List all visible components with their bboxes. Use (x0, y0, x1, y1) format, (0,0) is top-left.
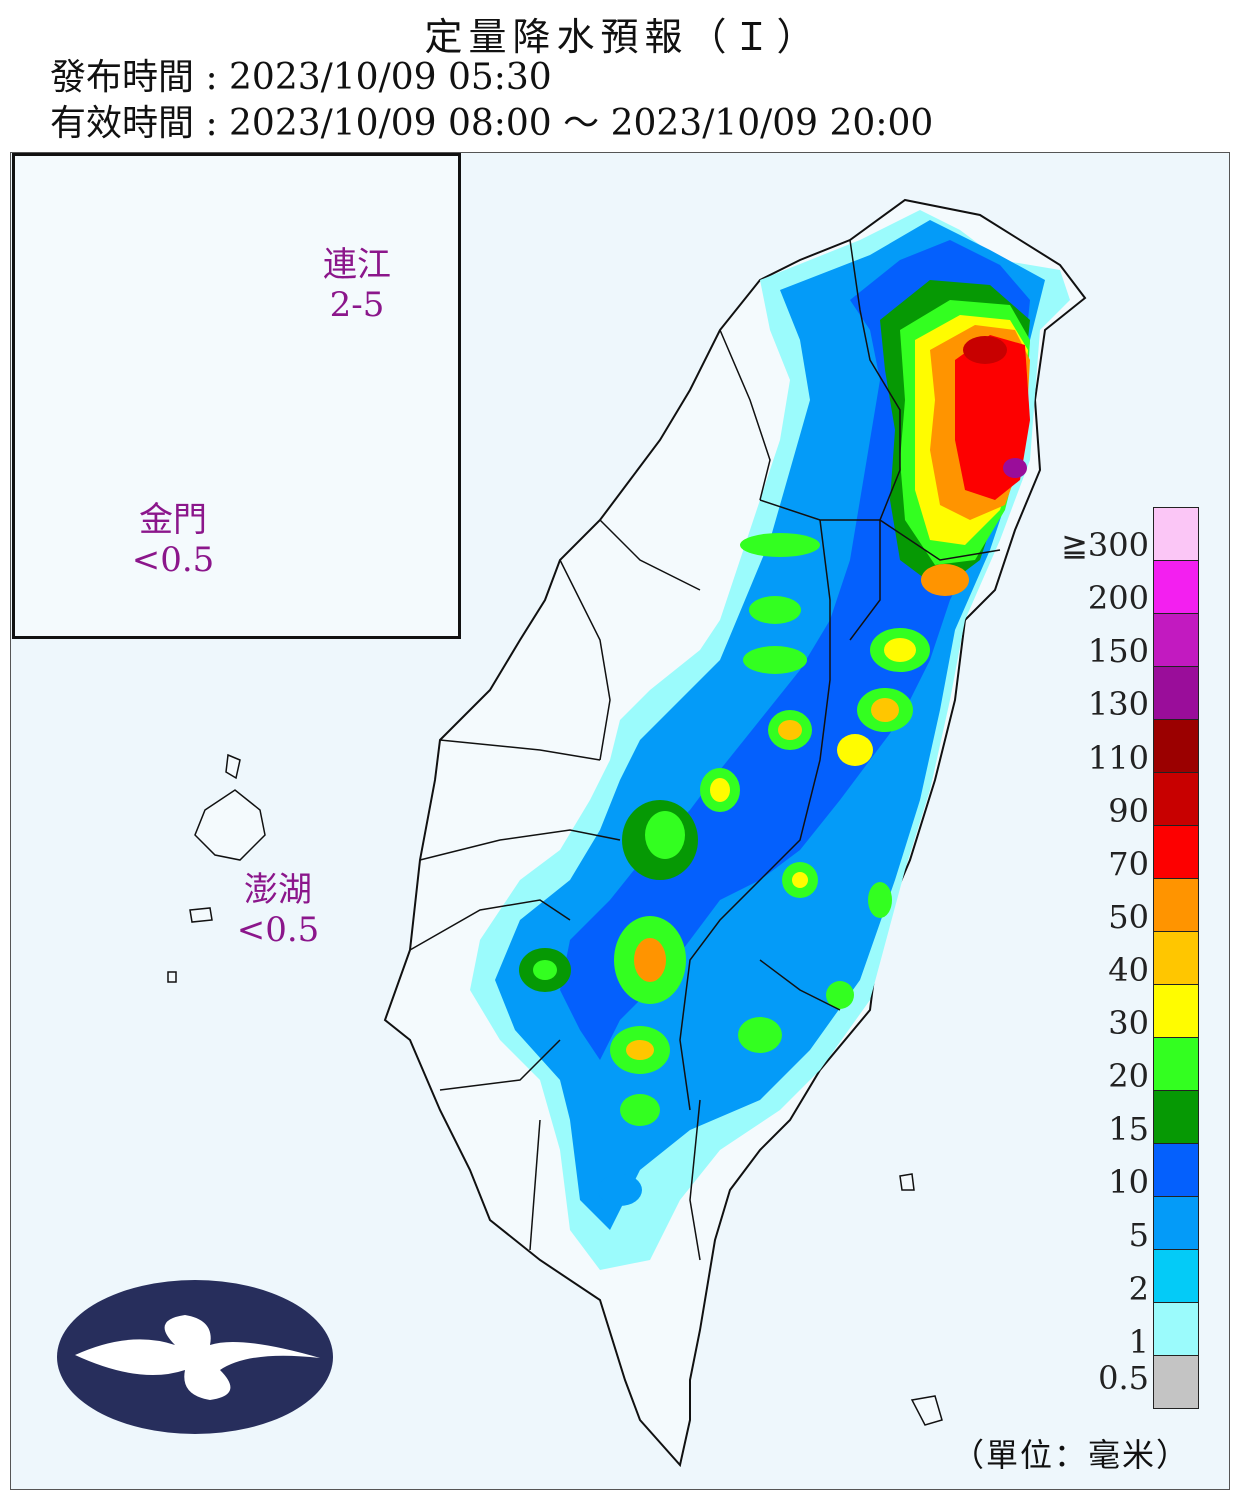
legend-swatch (1153, 932, 1199, 985)
legend-swatch (1153, 507, 1199, 561)
legend-level-label: ≧300 (1061, 526, 1149, 565)
legend-level-label: 50 (1108, 897, 1149, 936)
legend-level-label: 1 (1128, 1322, 1149, 1361)
valid-time: 有效時間 : 2023/10/09 08:00 ～ 2023/10/09 20:… (50, 103, 934, 144)
rainfall-legend (1153, 507, 1199, 1409)
legend-swatch (1153, 720, 1199, 773)
legend-swatch (1153, 1091, 1199, 1144)
region-name: 澎湖 (244, 870, 312, 910)
legend-swatch (1153, 1303, 1199, 1356)
legend-swatch (1153, 1250, 1199, 1303)
legend-swatch (1153, 773, 1199, 826)
legend-level-label: 110 (1087, 738, 1149, 777)
legend-level-label: 130 (1087, 685, 1149, 724)
map-title: 定量降水預報（Ｉ） (424, 15, 821, 59)
legend-swatch (1153, 879, 1199, 932)
legend-level-label: 200 (1087, 579, 1149, 618)
legend-level-label: 10 (1108, 1163, 1149, 1202)
legend-level-label: 40 (1108, 950, 1149, 989)
region-value: <0.5 (236, 910, 320, 950)
legend-level-label: 2 (1128, 1269, 1149, 1308)
legend-level-label: 150 (1087, 632, 1149, 671)
penghu-islands (167, 753, 266, 983)
legend-level-label: 0.5 (1098, 1358, 1149, 1397)
rain-cells (519, 533, 969, 1206)
region-value: <0.5 (131, 540, 215, 580)
region-name: 金門 (139, 500, 207, 540)
legend-level-label: 5 (1128, 1216, 1149, 1255)
legend-level-label: 20 (1108, 1057, 1149, 1096)
region-penghu: 澎湖 <0.5 (228, 870, 328, 950)
legend-swatch (1153, 561, 1199, 614)
region-lienchiang: 連江 2-5 (312, 245, 402, 325)
rain-peak-110 (963, 336, 1007, 364)
region-value: 2-5 (329, 285, 385, 325)
rain-peak-150 (1003, 458, 1027, 478)
legend-swatch (1153, 1356, 1199, 1409)
county-boundaries (409, 239, 1001, 1261)
legend-level-label: 90 (1108, 791, 1149, 830)
issue-time: 發布時間 : 2023/10/09 05:30 (50, 57, 552, 98)
legend-swatch (1153, 614, 1199, 667)
green-island (899, 1173, 915, 1191)
orchid-island (910, 1395, 943, 1426)
legend-swatch (1153, 1197, 1199, 1250)
cwa-cloud-logo-icon (57, 1280, 333, 1434)
legend-swatch (1153, 1038, 1199, 1091)
legend-level-label: 15 (1108, 1110, 1149, 1149)
legend-swatch (1153, 1144, 1199, 1197)
offshore-islands-inset (12, 153, 461, 639)
region-name: 連江 (323, 245, 391, 285)
unit-label: （單位：毫米） (952, 1436, 1191, 1474)
legend-swatch (1153, 985, 1199, 1038)
region-kinmen: 金門 <0.5 (128, 500, 218, 580)
legend-level-label: 30 (1108, 1004, 1149, 1042)
legend-swatch (1153, 826, 1199, 879)
legend-swatch (1153, 667, 1199, 720)
legend-level-label: 70 (1108, 844, 1149, 883)
